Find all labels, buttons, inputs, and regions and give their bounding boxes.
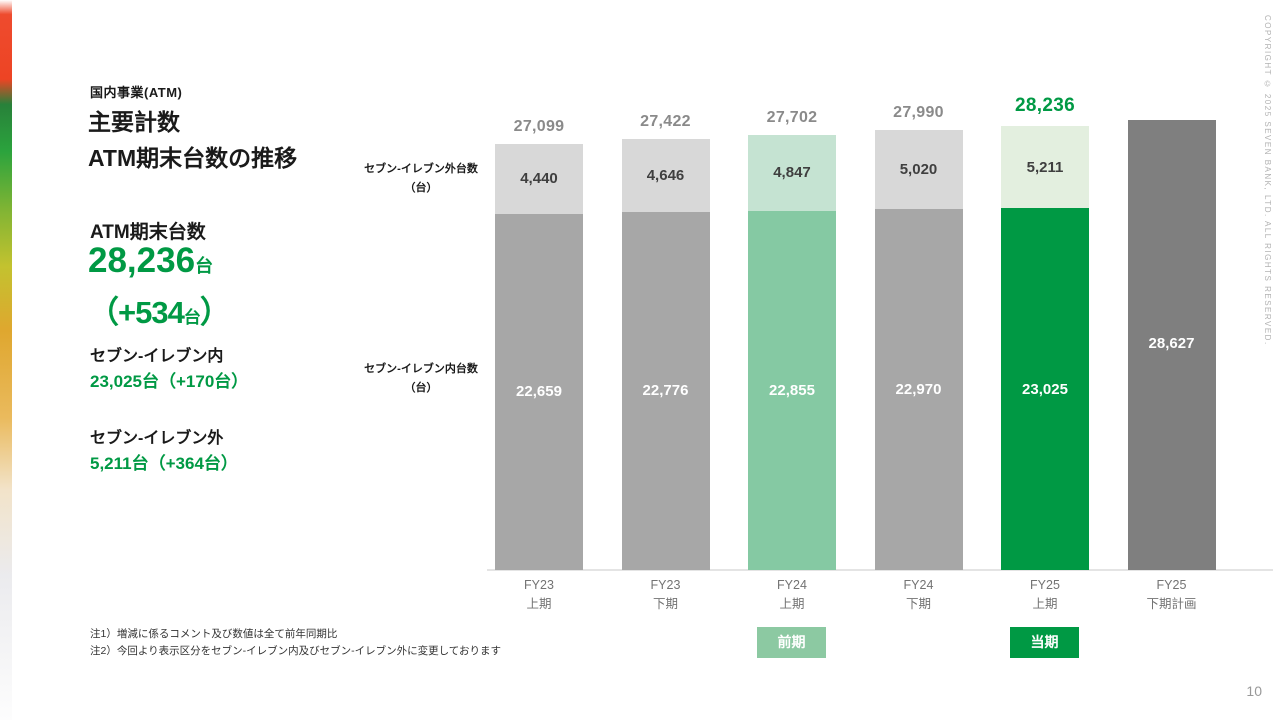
bar-column: 5,211 23,025 [1001,126,1089,570]
bar-segment-outer: 4,440 [495,144,583,214]
series-label-inner-line2: （台） [404,381,438,394]
current-period-badge: 当期 [1010,627,1079,658]
bar-category-label: FY23 上期 [524,578,554,611]
series-label-inner: セブン-イレブン内台数 （台） [360,360,482,397]
series-label-outer: セブン-イレブン外台数 （台） [360,160,482,197]
breakdown-outside-label: セブン-イレブン外 [90,430,224,447]
footnote-1: 注1）増減に係るコメント及び数値は全て前年同期比 [90,628,338,640]
bar-column: 4,847 22,855 [748,134,836,570]
bar-segment-outer: 4,847 [748,134,836,211]
kpi-change-value: +534 [118,295,185,330]
kpi-change-open: （ [88,295,119,330]
breakdown-outside-value: 5,211台（+364台） [90,454,238,473]
slide-title-line1: 主要計数 [88,109,180,135]
bar-column: 28,627 [1127,120,1216,570]
bar-value-label: 28,627 [1148,335,1195,352]
bar-segment-inner: 22,776 [621,211,710,570]
bar-segment-inner: 22,855 [748,210,836,570]
brand-gradient-stripe [0,0,12,720]
kpi-value-unit: 台 [195,256,214,276]
page-number: 10 [1246,683,1262,699]
bar-total-label: 27,099 [513,118,565,136]
bar-segment-outer: 5,020 [874,130,963,209]
bar-total-label: 28,236 [1015,95,1075,117]
kpi-label: ATM期末台数 [90,222,206,243]
bar-category-label: FY24 上期 [777,578,807,611]
bar-segment-outer: 5,211 [1001,126,1089,209]
category-label: 国内事業(ATM) [90,85,183,100]
series-label-outer-line1: セブン-イレブン外台数 [364,163,478,175]
bar-column: 4,646 22,776 [621,138,710,570]
bar-segment-outer: 4,646 [621,138,710,212]
bar-category-label: FY25 下期計画 [1146,578,1197,611]
bar-total-label: 27,702 [766,108,818,126]
footnote-2: 注2）今回より表示区分をセブン-イレブン内及びセブン-イレブン外に変更しておりま… [90,645,501,658]
bar-category-label: FY25 上期 [1030,578,1060,611]
bar-segment-plan: 28,627 [1127,120,1216,570]
bar-category-label: FY24 下期 [903,578,934,611]
footnotes: 注1）増減に係るコメント及び数値は全て前年同期比 注2）今回より表示区分をセブン… [90,626,501,661]
kpi-value: 28,236台 [88,241,213,281]
series-label-outer-line2: （台） [404,181,438,194]
kpi-change: （+534台） [88,287,231,332]
bar-total-label: 27,990 [893,104,944,121]
bar-total-label: 27,422 [640,112,691,130]
breakdown-inside-value: 23,025台（+170台） [90,372,249,391]
bar-segment-inner: 22,970 [874,208,963,570]
series-label-inner-line1: セブン-イレブン内台数 [364,363,478,375]
x-axis-line [487,569,1273,571]
bar-column: 5,020 22,970 [874,130,963,570]
slide-title-line2: ATM期末台数の推移 [88,145,298,171]
bar-segment-inner: 22,659 [495,213,583,570]
bar-column: 4,440 22,659 [495,144,583,570]
bar-segment-inner: 23,025 [1001,208,1089,570]
kpi-change-close: ） [199,295,231,330]
breakdown-inside-label: セブン-イレブン内 [90,348,224,365]
kpi-change-unit: 台 [183,308,201,327]
bar-category-label: FY23 下期 [650,578,681,611]
kpi-value-number: 28,236 [88,241,196,280]
copyright-text: COPYRIGHT © 2025 SEVEN BANK, LTD. ALL RI… [1263,15,1272,346]
prev-period-badge: 前期 [757,627,826,658]
